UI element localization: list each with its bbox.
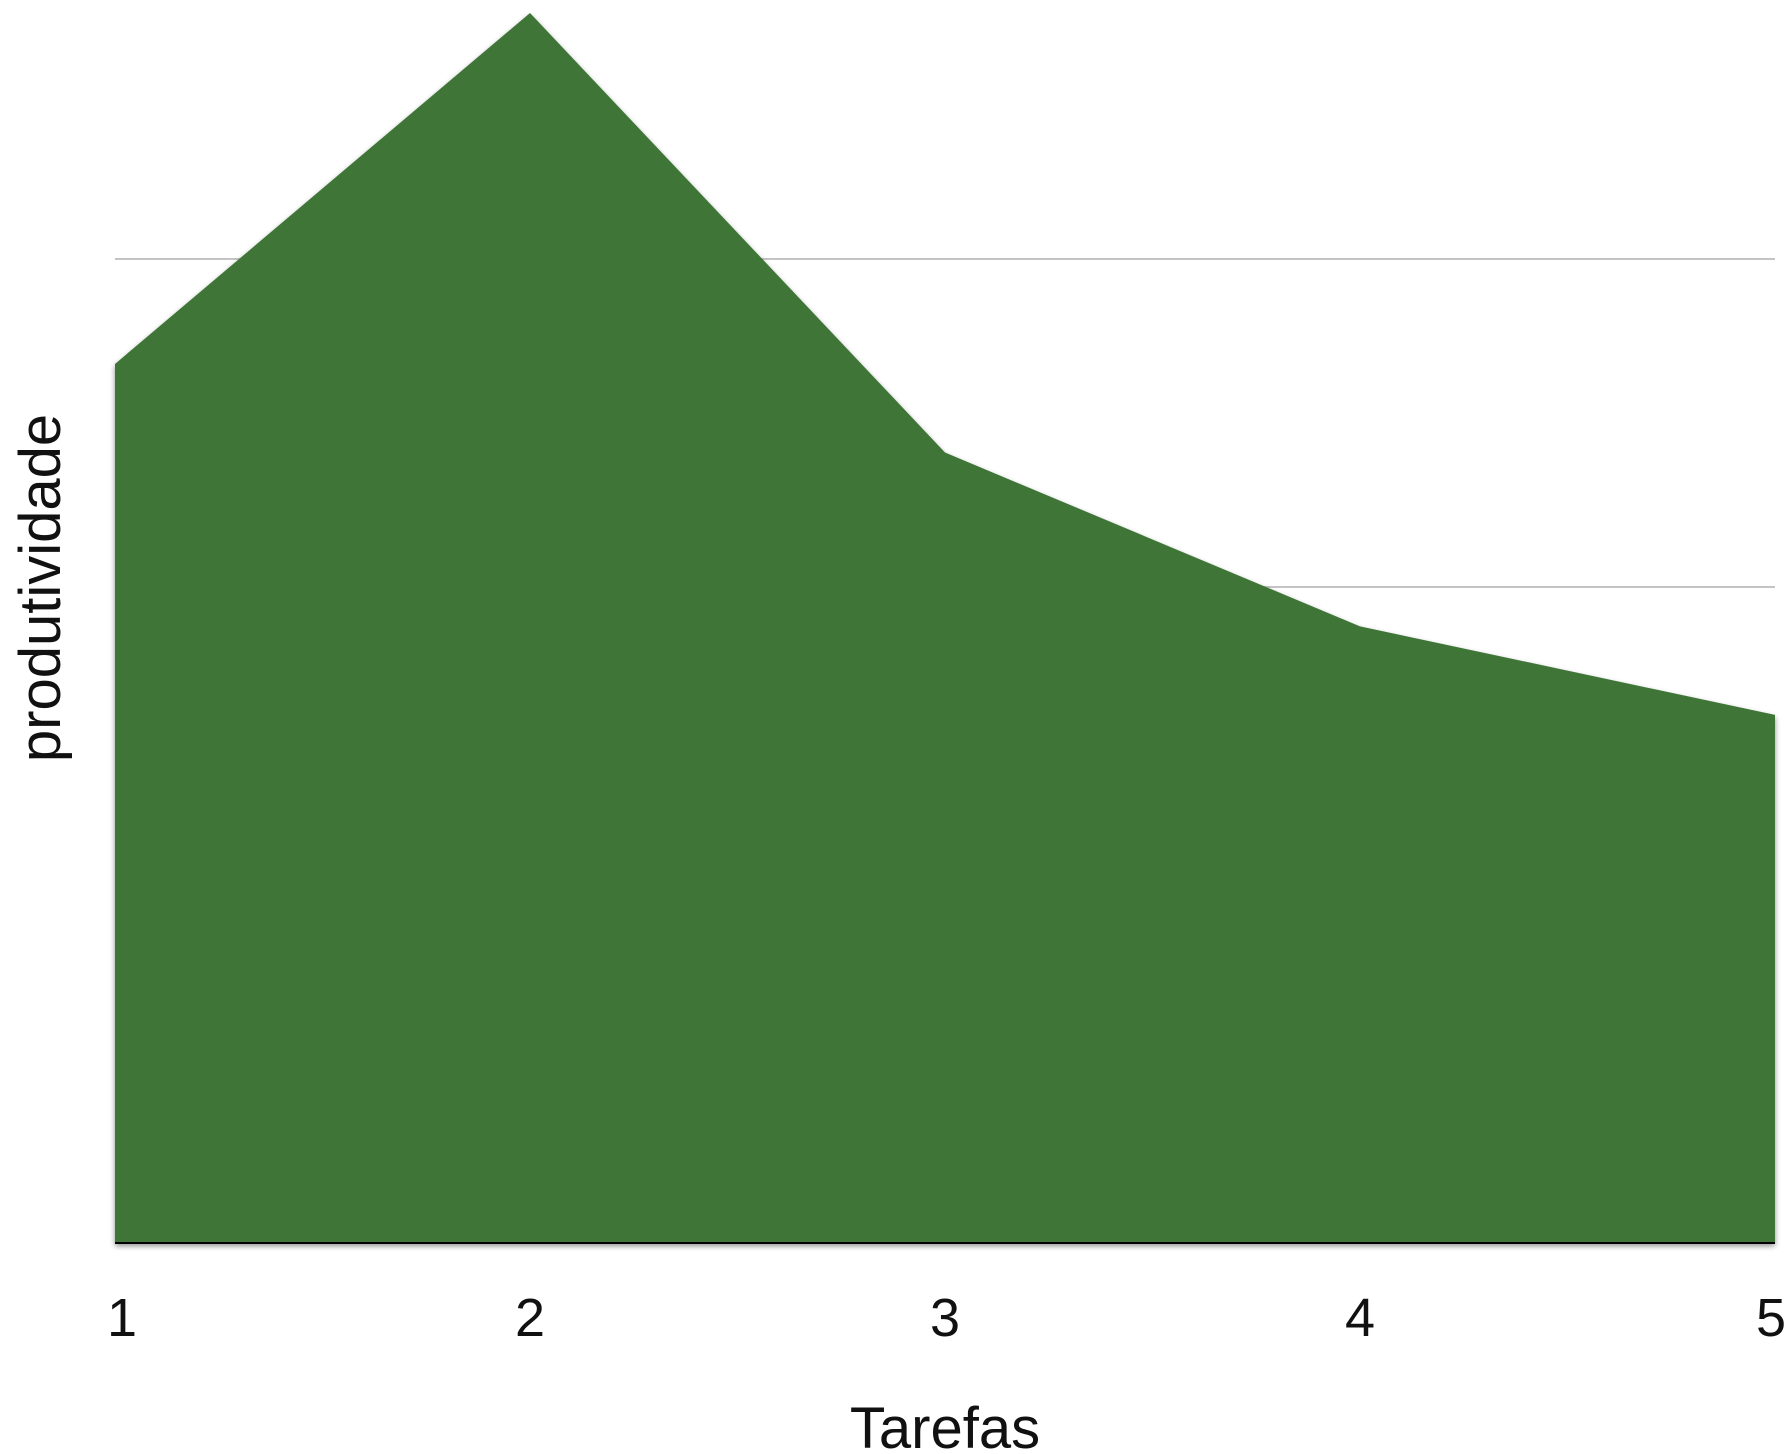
- x-tick-label: 5: [1756, 1288, 1786, 1348]
- x-tick-label: 3: [930, 1288, 960, 1348]
- area-series: [115, 13, 1775, 1243]
- x-tick-labels: 1 2 3 4 5: [107, 1288, 1786, 1348]
- x-tick-label: 4: [1345, 1288, 1375, 1348]
- y-axis-title: produtividade: [8, 414, 73, 762]
- x-tick-label: 1: [107, 1288, 137, 1348]
- x-tick-label: 2: [515, 1288, 545, 1348]
- area-series-1: [115, 13, 1775, 1243]
- x-axis-title: Tarefas: [850, 1396, 1040, 1454]
